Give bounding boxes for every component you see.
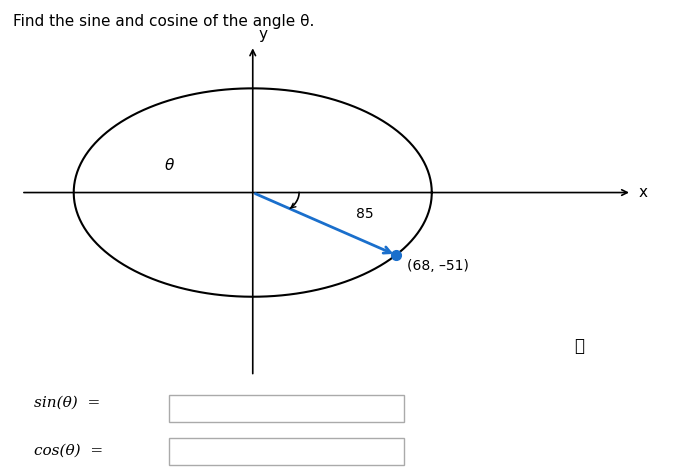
Text: θ: θ bbox=[164, 158, 174, 173]
FancyBboxPatch shape bbox=[168, 395, 404, 422]
Text: sin(θ)  =: sin(θ) = bbox=[34, 396, 100, 410]
Text: ⓘ: ⓘ bbox=[574, 337, 584, 355]
Text: (68, –51): (68, –51) bbox=[406, 259, 468, 273]
Text: cos(θ)  =: cos(θ) = bbox=[34, 443, 103, 457]
Text: Find the sine and cosine of the angle θ.: Find the sine and cosine of the angle θ. bbox=[13, 14, 315, 29]
Text: x: x bbox=[638, 185, 647, 200]
FancyBboxPatch shape bbox=[168, 438, 404, 465]
Text: y: y bbox=[259, 27, 268, 42]
Text: 85: 85 bbox=[356, 207, 373, 221]
